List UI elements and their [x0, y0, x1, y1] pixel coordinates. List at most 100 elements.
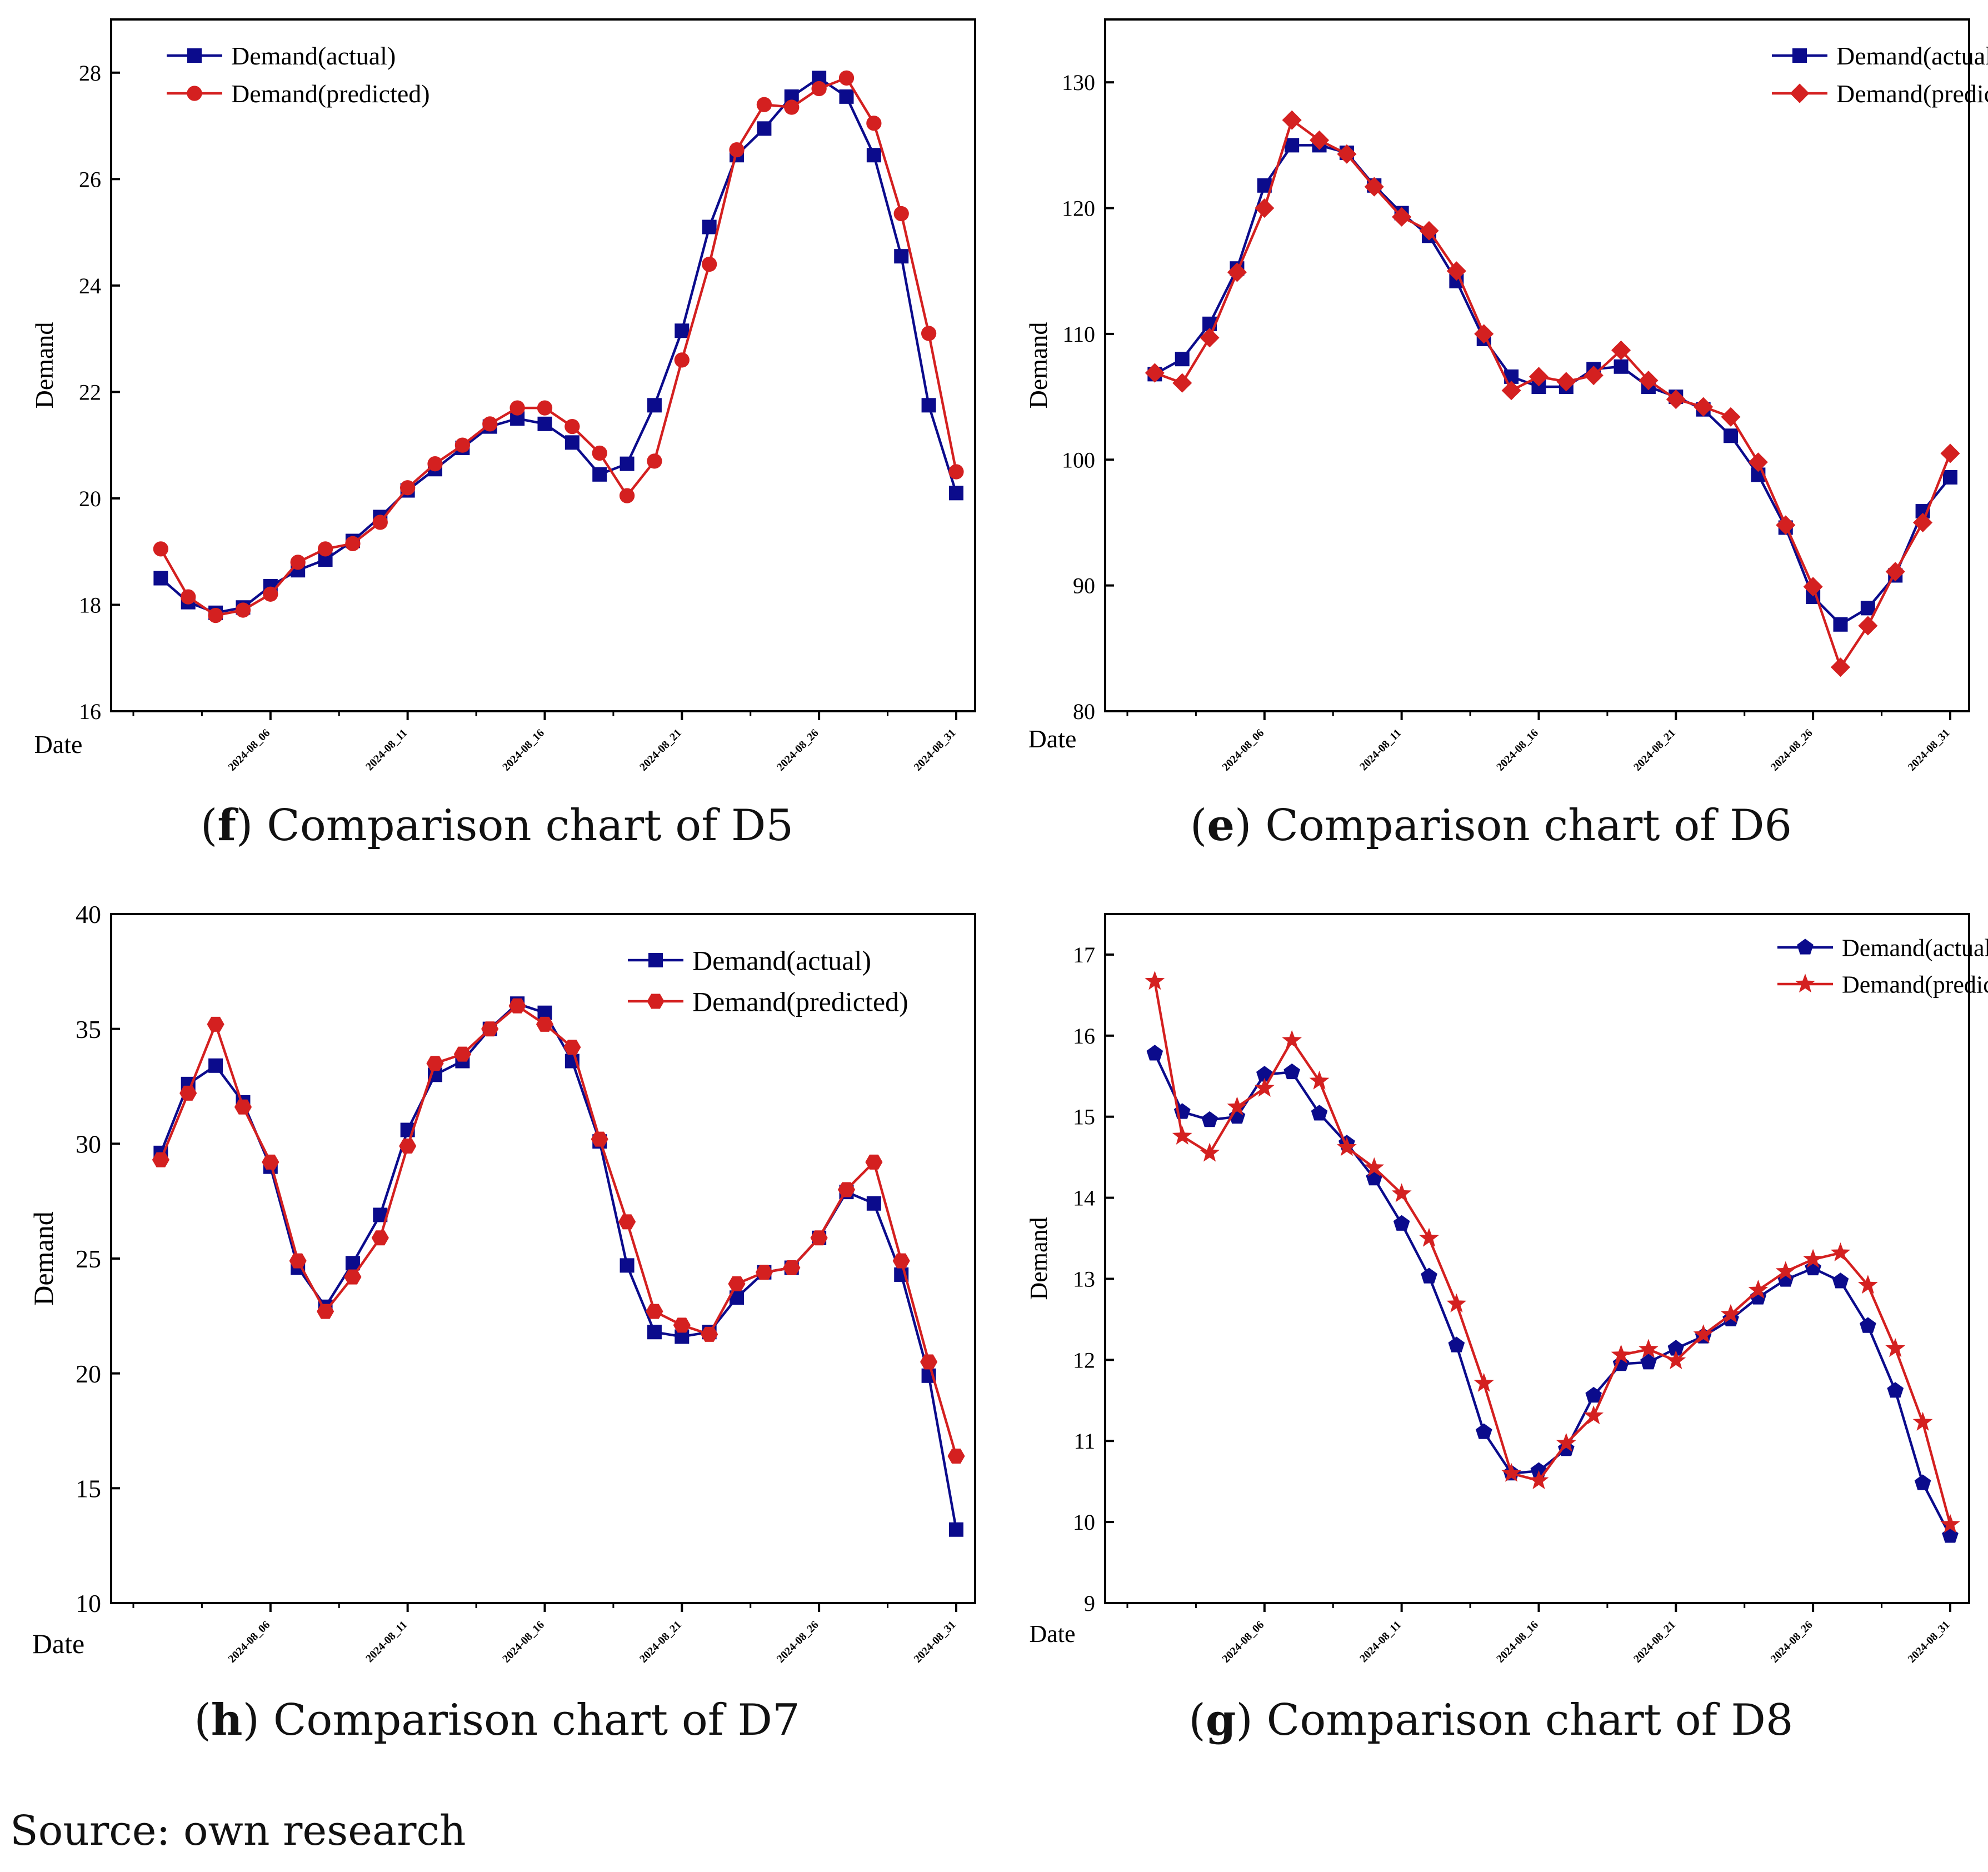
x-tick-label: 2024-08_11	[1357, 1619, 1403, 1665]
data-point	[702, 256, 717, 272]
y-axis-title: Demand	[1025, 1217, 1052, 1300]
data-point	[1940, 443, 1960, 463]
data-point	[620, 456, 635, 471]
series-actual	[153, 71, 963, 620]
data-point	[290, 555, 306, 570]
data-point	[153, 541, 169, 557]
series-predicted	[1145, 110, 1960, 677]
legend-label: Demand(predicted)	[1836, 79, 1988, 108]
data-point	[1857, 1275, 1878, 1294]
data-point	[1584, 1405, 1604, 1425]
caption-text: Comparison chart of D5	[267, 801, 794, 851]
data-point	[1419, 1227, 1439, 1247]
data-point	[1803, 577, 1823, 597]
data-point	[208, 1058, 223, 1073]
data-point	[811, 81, 827, 97]
series-line	[1154, 118, 1952, 670]
plot-frame	[1104, 913, 1970, 1604]
series-actual	[153, 996, 963, 1537]
data-point	[453, 1046, 471, 1062]
data-point	[1803, 1249, 1824, 1268]
data-point	[948, 1522, 963, 1537]
y-tick-label: 10	[76, 1589, 101, 1618]
y-tick-label: 35	[76, 1015, 101, 1044]
x-tick-label: 2024-08_06	[226, 1619, 272, 1665]
data-point	[1640, 1354, 1657, 1370]
data-point	[1748, 452, 1768, 472]
data-point	[921, 326, 937, 341]
chart-panel-d7: 10 15 20 25 30 35 40 2024-08_06 2024-08_11 2024-0…	[0, 895, 994, 1773]
data-point	[508, 998, 526, 1014]
data-point	[537, 416, 552, 431]
caption-d5: (f) Comparison chart of D5	[200, 800, 794, 851]
data-point	[920, 1354, 938, 1370]
data-point	[675, 323, 690, 338]
data-point	[1146, 1045, 1163, 1061]
x-tick-label: 2024-08_16	[1494, 1619, 1541, 1665]
legend-marker	[1792, 48, 1807, 63]
data-point	[1446, 261, 1466, 281]
data-point	[948, 464, 964, 480]
data-point	[755, 1265, 773, 1280]
data-point	[1776, 515, 1796, 535]
y-axis-title: Demand	[30, 322, 58, 409]
data-point	[592, 467, 607, 482]
data-point	[153, 571, 168, 586]
series-line	[1153, 981, 1952, 1525]
data-point	[591, 1131, 608, 1147]
y-axis-title: Demand	[1024, 322, 1052, 409]
y-tick-label: 18	[79, 592, 101, 617]
data-point	[426, 1056, 444, 1071]
data-point	[1556, 1432, 1576, 1452]
data-point	[1942, 1527, 1959, 1543]
x-tick-label: 2024-08_11	[363, 727, 409, 773]
legend-label: Demand(actual)	[692, 945, 871, 976]
data-point	[1611, 1344, 1631, 1364]
y-tick-label: 17	[1073, 942, 1095, 967]
data-point	[1529, 1470, 1549, 1489]
data-point	[1201, 1111, 1218, 1127]
legend-entry-predicted: Demand(predicted)	[628, 986, 908, 1017]
x-tick-label: 2024-08_16	[500, 1619, 547, 1665]
legend-label: Demand(actual)	[231, 42, 396, 70]
series-predicted	[1145, 971, 1960, 1533]
y-tick-label: 16	[1073, 1024, 1095, 1049]
data-point	[1885, 1338, 1906, 1357]
y-tick-label: 9	[1084, 1591, 1095, 1616]
data-point	[399, 1139, 417, 1154]
data-point	[1392, 207, 1412, 227]
y-tick-label: 22	[79, 380, 101, 405]
data-point	[1830, 657, 1850, 677]
data-point	[1585, 1386, 1602, 1403]
data-point	[1940, 1514, 1960, 1533]
data-point	[1145, 971, 1165, 990]
chart-d5-svg: 16 18 20 22 24 26 28 2024-08_06 2024-08_11 2024-0…	[30, 18, 976, 773]
x-tick-label: 2024-08_21	[637, 1619, 684, 1665]
data-point	[620, 1258, 635, 1273]
data-point	[372, 515, 388, 530]
chart-panel-d5: 16 18 20 22 24 26 28 2024-08_06 2024-08_11 2024-0…	[0, 0, 994, 878]
caption-letter: h	[211, 1695, 243, 1745]
data-point	[592, 445, 607, 461]
data-point	[1254, 1077, 1275, 1097]
data-point	[1473, 1372, 1494, 1392]
data-point	[1474, 324, 1494, 344]
data-point	[1830, 1242, 1851, 1261]
x-tick-label: 2024-08_31	[912, 1619, 958, 1665]
data-point	[728, 1276, 746, 1291]
data-point	[1912, 1411, 1933, 1431]
caption-d7: (h) Comparison chart of D7	[194, 1695, 800, 1745]
legend-label: Demand(actual)	[1842, 934, 1988, 961]
legend-marker	[1797, 939, 1814, 955]
y-tick-label: 80	[1073, 699, 1095, 724]
y-tick-label: 90	[1073, 573, 1095, 598]
data-point	[1501, 381, 1521, 401]
data-point	[1724, 428, 1739, 443]
data-point	[1446, 1293, 1467, 1312]
x-tick-label: 2024-08_26	[775, 727, 821, 773]
data-point	[235, 602, 251, 618]
y-tick-label: 11	[1073, 1429, 1095, 1454]
y-tick-label: 13	[1073, 1266, 1095, 1291]
data-point	[893, 206, 909, 222]
x-tick-label: 2024-08_16	[500, 727, 547, 773]
